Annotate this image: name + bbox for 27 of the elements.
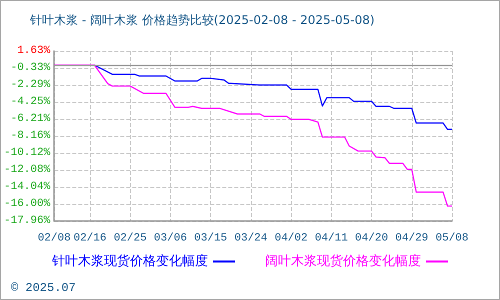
chart-title: 针叶木浆 - 阔叶木浆 价格趋势比较(2025-02-08 - 2025-05-08) [29,13,375,27]
y-tick-label: -2.29% [10,79,51,92]
y-tick-label: -17.96% [4,215,51,227]
y-tick-label: -0.33% [10,62,51,74]
x-tick-label: 02/25 [114,232,147,244]
legend-label: 针叶木浆现货价格变化幅度 [51,253,208,269]
text: © 2025.07 [11,281,76,295]
y-tick-label: -12.08% [4,164,51,176]
x-tick-label: 02/08 [38,232,71,244]
x-tick-label: 04/02 [274,232,308,244]
x-tick-label: 03/06 [154,232,187,244]
x-tick-label: 04/20 [355,232,388,244]
y-tick-label: -16.00% [4,198,51,210]
y-tick-label: -6.21% [10,113,51,126]
y-tick-label: -4.25% [10,96,51,108]
y-tick-label: -10.12% [4,146,51,159]
line-series [54,64,453,207]
y-tick-label: -14.04% [4,180,51,193]
x-tick-label: 02/16 [73,232,106,244]
y-tick-label: 1.63% [17,45,51,57]
y-tick-label: -8.16% [10,130,51,142]
x-tick-label: 05/08 [435,232,469,244]
x-tick-label: 04/29 [395,232,428,244]
legend-label: 阔叶木浆现货价格变化幅度 [265,253,421,269]
x-tick-label: 03/15 [194,232,228,244]
x-tick-label: 03/24 [234,232,268,244]
x-tick-label: 04/11 [314,232,348,244]
